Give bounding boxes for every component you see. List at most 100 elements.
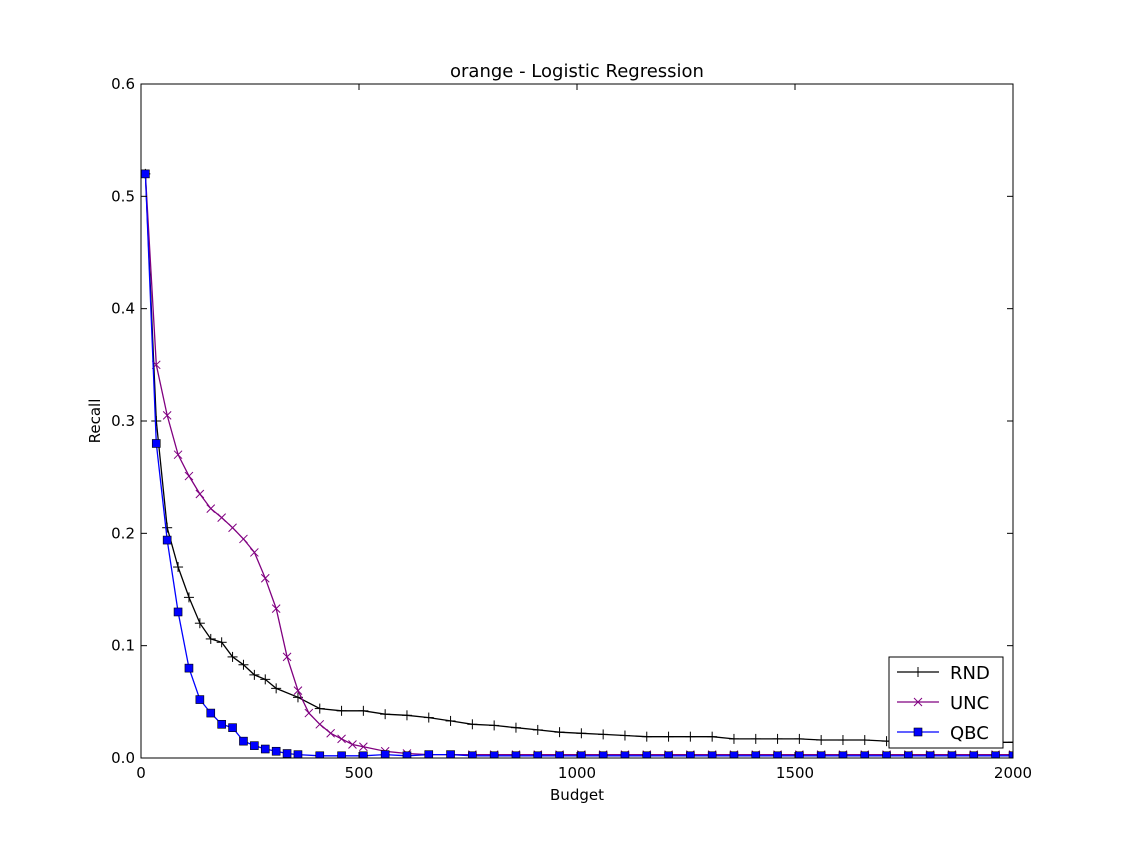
data-point-rnd: [173, 562, 184, 573]
data-point-unc: [304, 708, 314, 718]
data-point-qbc: [707, 751, 717, 758]
data-point-unc: [293, 686, 303, 695]
plot-frame: [140, 83, 1014, 759]
data-point-qbc: [402, 751, 412, 758]
data-point-unc: [250, 548, 259, 557]
y-tick-label: 0.5: [111, 187, 135, 205]
data-point-qbc: [359, 751, 368, 758]
data-point-qbc: [173, 607, 183, 617]
data-point-rnd: [816, 735, 827, 746]
x-tick-label: 1000: [558, 764, 596, 782]
data-point-rnd: [260, 674, 271, 685]
data-point-qbc: [795, 751, 804, 758]
data-point-qbc: [925, 751, 935, 758]
data-point-rnd: [576, 728, 587, 739]
data-point-rnd: [728, 733, 739, 744]
y-tick-label: 0.1: [111, 637, 135, 655]
x-tick-label: 1500: [776, 764, 814, 782]
data-point-rnd: [183, 592, 194, 603]
series-line-unc: [144, 173, 1013, 756]
data-point-qbc: [468, 751, 477, 758]
data-point-qbc: [664, 751, 673, 758]
data-point-rnd: [336, 705, 347, 716]
series-line-rnd: [144, 173, 1013, 743]
data-point-rnd: [619, 730, 630, 741]
x-axis-label: Budget: [550, 786, 604, 804]
data-point-qbc: [206, 708, 216, 718]
x-tick-label: 0: [136, 764, 146, 782]
series-line-qbc: [144, 173, 1013, 757]
data-point-unc: [315, 719, 325, 729]
data-point-unc: [348, 740, 357, 749]
data-point-qbc: [489, 751, 499, 758]
data-point-qbc: [446, 750, 455, 758]
data-point-qbc: [598, 751, 608, 758]
y-tick-label: 0.3: [111, 412, 135, 430]
data-point-rnd: [1008, 737, 1013, 748]
data-point-unc: [217, 513, 227, 522]
data-point-rnd: [194, 618, 205, 629]
x-tick-label: 500: [345, 764, 374, 782]
data-point-qbc: [337, 751, 346, 758]
data-point-rnd: [401, 710, 412, 721]
data-point-rnd: [423, 712, 434, 723]
data-point-rnd: [794, 733, 805, 744]
data-point-unc: [173, 450, 183, 460]
chart-title: orange - Logistic Regression: [450, 61, 704, 82]
data-point-unc: [195, 489, 205, 499]
data-point-qbc: [773, 751, 782, 758]
legend-marker-qbc: [913, 727, 923, 737]
data-point-qbc: [162, 535, 172, 545]
y-tick-label: 0.4: [111, 300, 135, 318]
data-point-qbc: [686, 751, 695, 758]
legend-label-rnd: RND: [950, 663, 990, 684]
data-point-unc: [184, 471, 194, 481]
legend: RND UNC QBC: [888, 656, 1004, 749]
data-point-unc: [359, 742, 368, 752]
data-point-qbc: [729, 751, 739, 758]
data-point-qbc: [217, 719, 226, 729]
axes-layer: 0 500 1000 1500 2000 0.0 0.1 0.2 0.3 0.4 0.5 0.6: [111, 75, 1032, 782]
data-point-rnd: [162, 522, 173, 533]
data-point-rnd: [314, 703, 325, 714]
data-point-rnd: [227, 651, 238, 662]
data-point-rnd: [249, 669, 260, 680]
data-point-rnd: [532, 724, 543, 735]
data-point-rnd: [489, 720, 500, 731]
data-point-rnd: [598, 729, 609, 740]
legend-label-qbc: QBC: [950, 723, 989, 744]
data-point-rnd: [750, 733, 761, 744]
data-point-rnd: [554, 727, 565, 738]
data-point-unc: [282, 652, 292, 662]
series-layer: [141, 168, 1013, 758]
data-point-rnd: [380, 709, 391, 720]
data-point-rnd: [772, 733, 783, 744]
legend-marker-unc: [913, 697, 923, 707]
data-point-qbc: [293, 750, 303, 758]
data-point-rnd: [445, 715, 456, 726]
data-point-rnd: [685, 731, 696, 742]
data-point-qbc: [816, 751, 826, 758]
data-point-qbc: [184, 663, 194, 673]
data-point-rnd: [467, 719, 478, 730]
data-point-qbc: [533, 751, 543, 758]
data-point-rnd: [216, 637, 227, 648]
data-point-qbc: [260, 744, 270, 754]
data-point-unc: [162, 411, 172, 420]
data-point-rnd: [837, 735, 848, 746]
data-point-rnd: [859, 735, 870, 746]
data-point-qbc: [947, 751, 957, 758]
x-tick-label: 2000: [994, 764, 1032, 782]
data-point-qbc: [228, 723, 237, 732]
data-point-rnd: [510, 722, 521, 733]
data-point-qbc: [860, 751, 870, 758]
data-point-unc: [337, 734, 346, 744]
data-point-rnd: [707, 731, 718, 742]
data-point-rnd: [205, 633, 216, 644]
data-point-qbc: [282, 749, 292, 758]
data-point-qbc: [838, 751, 848, 758]
data-point-qbc: [991, 751, 1000, 758]
data-point-qbc: [882, 751, 891, 758]
